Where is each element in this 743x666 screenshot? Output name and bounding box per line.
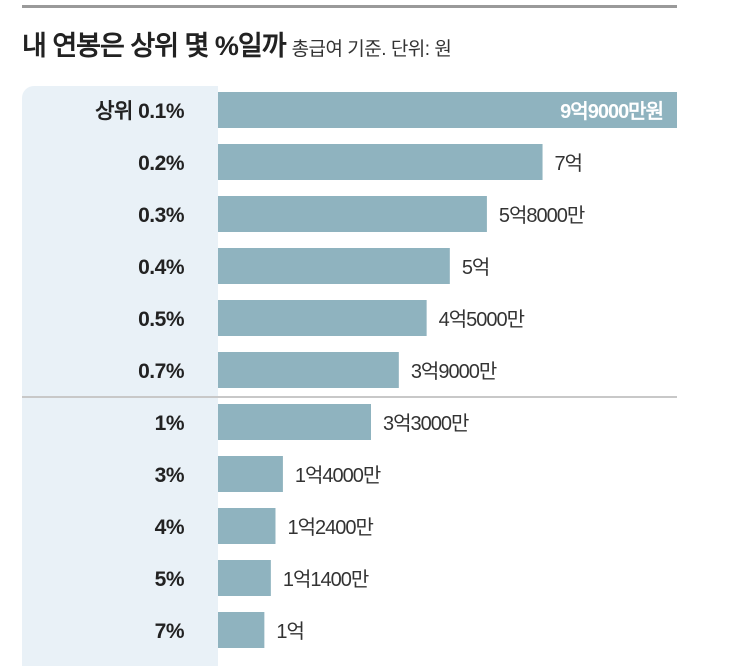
data-label: 1억1400만	[283, 568, 369, 591]
category-label: 0.4%	[138, 256, 185, 279]
category-label: 0.3%	[138, 204, 185, 227]
data-label: 1억	[276, 620, 304, 643]
category-label: 상위 0.1%	[95, 100, 185, 123]
category-label: 7%	[155, 620, 185, 643]
bar	[218, 560, 271, 596]
category-label: 3%	[155, 464, 185, 487]
bar	[218, 144, 543, 180]
bar	[218, 612, 265, 648]
bar	[218, 196, 487, 232]
chart-title: 내 연봉은 상위 몇 %일까	[22, 31, 287, 61]
category-label: 0.7%	[138, 360, 185, 383]
data-label: 4억5000만	[439, 308, 525, 331]
data-label: 5억	[462, 256, 490, 279]
bar	[218, 508, 276, 544]
category-label: 1%	[155, 412, 185, 435]
bar	[218, 456, 283, 492]
bar	[218, 352, 399, 388]
data-label: 7억	[555, 152, 583, 175]
data-label: 3억3000만	[383, 412, 469, 435]
data-label: 1억4000만	[295, 464, 381, 487]
top-rule	[22, 5, 677, 8]
category-label-panel	[22, 86, 218, 666]
bar	[218, 248, 450, 284]
category-label: 4%	[155, 516, 185, 539]
bar	[218, 300, 427, 336]
chart-title-block: 내 연봉은 상위 몇 %일까 총급여 기준. 단위: 원	[22, 24, 452, 63]
data-label: 1억2400만	[287, 516, 373, 539]
category-label: 0.5%	[138, 308, 185, 331]
category-label: 0.2%	[138, 152, 185, 175]
data-label: 9억9000만원	[560, 100, 663, 123]
chart-subtitle: 총급여 기준. 단위: 원	[291, 39, 452, 60]
group-separator	[22, 396, 677, 398]
bar	[218, 92, 677, 128]
bar	[218, 404, 371, 440]
data-label: 3억9000만	[411, 360, 497, 383]
category-label: 5%	[155, 568, 185, 591]
data-label: 5억8000만	[499, 204, 585, 227]
